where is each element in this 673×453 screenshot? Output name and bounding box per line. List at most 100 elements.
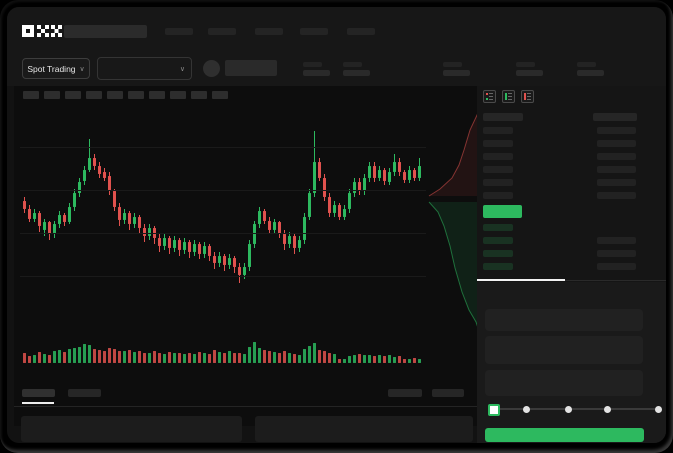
amount-input[interactable]	[485, 336, 643, 364]
volume-bar	[373, 355, 376, 363]
candle-body	[43, 222, 46, 231]
chevron-down-icon: ∨	[79, 65, 85, 73]
candle-body	[163, 238, 166, 246]
book-icon-mark	[505, 93, 507, 100]
ask-amount-skeleton	[597, 166, 636, 173]
timeframe-button-skeleton-5[interactable]	[107, 91, 123, 99]
market-type-dropdown[interactable]: Spot Trading ∨	[22, 58, 90, 79]
candle-body	[253, 224, 256, 244]
volume-bar	[93, 349, 96, 363]
total-input[interactable]	[485, 370, 643, 396]
candle-body	[413, 169, 416, 178]
timeframe-button-skeleton-4[interactable]	[86, 91, 102, 99]
book-combined-icon[interactable]	[483, 90, 496, 103]
candle-body	[98, 165, 101, 174]
volume-bar	[88, 345, 91, 363]
volume-bar	[288, 353, 291, 363]
ask-price-skeleton	[483, 127, 513, 134]
ask-amount-skeleton	[597, 153, 636, 160]
slider-dot-3[interactable]	[565, 406, 572, 413]
slider-dot-5[interactable]	[655, 406, 662, 413]
volume-bars	[20, 333, 426, 363]
timeframe-button-skeleton-3[interactable]	[65, 91, 81, 99]
coin-avatar	[203, 60, 220, 77]
candle-body	[268, 220, 271, 231]
price-input[interactable]	[485, 309, 643, 331]
nav-item-skeleton-4[interactable]	[300, 28, 328, 35]
volume-bar	[328, 353, 331, 363]
candle-body	[263, 210, 266, 221]
ask-price-skeleton	[483, 192, 513, 199]
candle-body	[33, 212, 36, 219]
nav-item-skeleton-1[interactable]	[165, 28, 193, 35]
volume-bar	[33, 355, 36, 363]
nav-item-skeleton-3[interactable]	[255, 28, 283, 35]
volume-bar	[143, 352, 146, 363]
candle-body	[183, 241, 186, 250]
nav-item-skeleton-2[interactable]	[208, 28, 236, 35]
orders-tab-active[interactable]	[22, 389, 55, 397]
timeframe-button-skeleton-6[interactable]	[128, 91, 144, 99]
timeframe-button-skeleton-2[interactable]	[44, 91, 60, 99]
book-icon-line	[489, 96, 493, 97]
orders-action-2[interactable]	[432, 389, 464, 397]
candle-body	[28, 208, 31, 219]
nav-item-skeleton-5[interactable]	[347, 28, 375, 35]
volume-bar	[178, 352, 181, 363]
last-price-highlight[interactable]	[483, 205, 522, 218]
volume-bar	[158, 353, 161, 363]
stat-label-skeleton-5	[577, 62, 596, 67]
candle-body	[58, 214, 61, 225]
candle-body	[398, 162, 401, 172]
amount-slider-track[interactable]	[490, 408, 657, 410]
volume-bar	[148, 353, 151, 363]
timeframe-button-skeleton-10[interactable]	[212, 91, 228, 99]
candle-body	[363, 177, 366, 192]
candle-body	[138, 216, 141, 229]
book-asks-icon[interactable]	[521, 90, 534, 103]
tabs-divider	[477, 280, 666, 281]
volume-bar	[138, 351, 141, 363]
candle-body	[343, 208, 346, 217]
volume-bar	[173, 353, 176, 363]
timeframe-button-skeleton-8[interactable]	[170, 91, 186, 99]
volume-bar	[153, 351, 156, 363]
volume-bar	[413, 358, 416, 363]
volume-bar	[398, 355, 401, 363]
book-icon-line	[508, 96, 512, 97]
stat-label-skeleton-1	[303, 62, 322, 67]
volume-bar	[228, 351, 231, 363]
app-window: Spot Trading ∨ ∨ ∿∨|ƒx∨|∿//⊡⚙⤢	[7, 7, 666, 443]
candle-body	[278, 222, 281, 235]
book-bids-icon[interactable]	[502, 90, 515, 103]
volume-bar	[123, 351, 126, 363]
ask-price-skeleton	[483, 179, 513, 186]
pair-selector-dropdown[interactable]: ∨	[97, 57, 192, 80]
ask-amount-skeleton	[597, 192, 636, 199]
volume-bar	[403, 358, 406, 363]
timeframe-button-skeleton-9[interactable]	[191, 91, 207, 99]
stat-label-skeleton-4	[516, 62, 535, 67]
buy-submit-button[interactable]	[485, 428, 644, 442]
candlestick-chart[interactable]	[20, 110, 426, 330]
timeframe-button-skeleton-7[interactable]	[149, 91, 165, 99]
book-icon-line	[527, 99, 531, 100]
candle-body	[173, 240, 176, 248]
ask-price-skeleton	[483, 140, 513, 147]
volume-bar	[393, 356, 396, 363]
orders-tab-2[interactable]	[68, 389, 101, 397]
slider-dot-2[interactable]	[523, 406, 530, 413]
depth-chart	[428, 112, 478, 328]
candle-body	[113, 191, 116, 207]
slider-dot-4[interactable]	[604, 406, 611, 413]
gridline-4	[20, 276, 426, 277]
candle-body	[88, 158, 91, 170]
candle-body	[203, 245, 206, 254]
slider-handle-active[interactable]	[488, 404, 500, 416]
ask-price-skeleton	[483, 166, 513, 173]
bid-amount-skeleton	[597, 263, 636, 270]
bid-amount-skeleton	[597, 237, 636, 244]
orders-action-1[interactable]	[388, 389, 422, 397]
timeframe-button-skeleton-1[interactable]	[23, 91, 39, 99]
candle-body	[388, 171, 391, 182]
